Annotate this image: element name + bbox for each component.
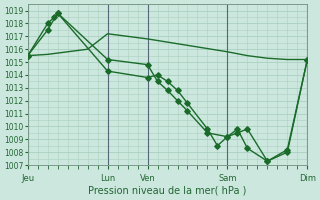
X-axis label: Pression niveau de la mer( hPa ): Pression niveau de la mer( hPa ) — [88, 186, 247, 196]
